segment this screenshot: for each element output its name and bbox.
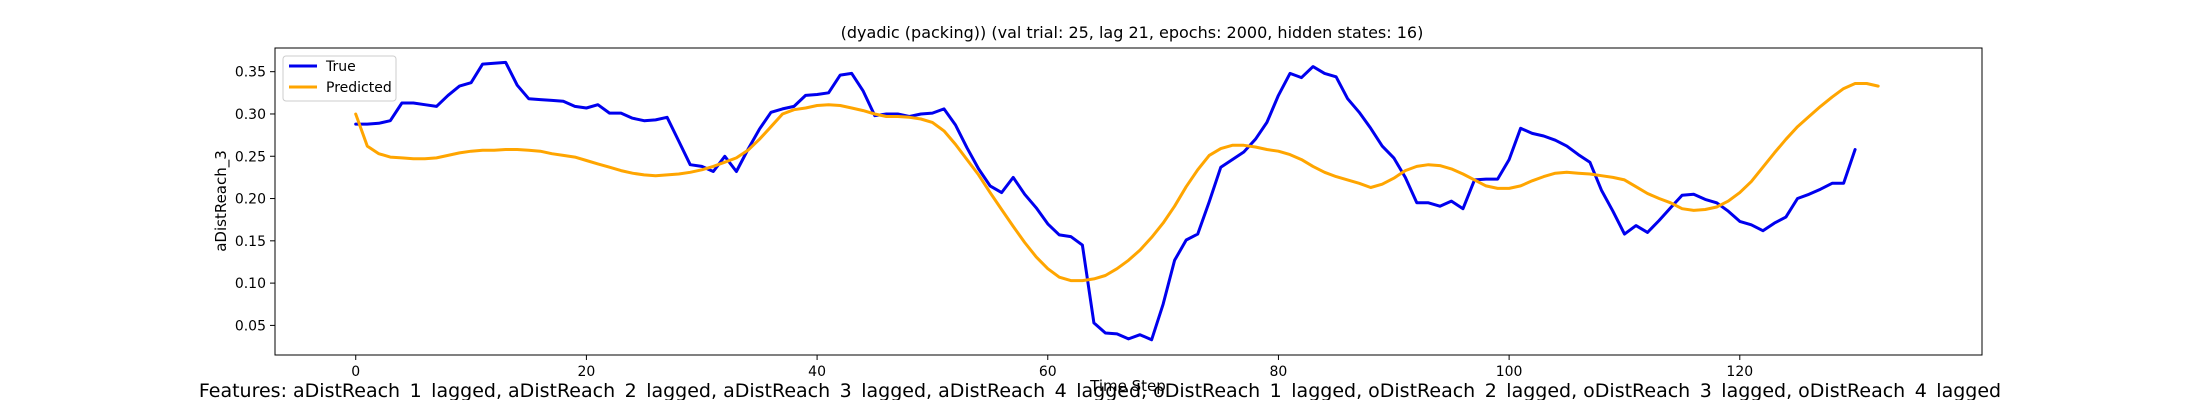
x-tick-label: 60	[1039, 364, 1057, 380]
series-lines	[354, 60, 1880, 342]
y-tick-label: 0.10	[235, 276, 266, 292]
series-line-predicted	[354, 82, 1880, 283]
plot-frame	[274, 47, 1983, 356]
x-tick-label: 0	[351, 364, 360, 380]
x-tick-label: 100	[1496, 364, 1523, 380]
x-axis-label: Time Step	[1089, 377, 1166, 395]
y-axis: 0.05 0.10 0.15 0.20 0.25 0.30 0.35	[235, 65, 275, 334]
y-tick-label: 0.35	[235, 65, 266, 81]
x-tick-label: 80	[1270, 364, 1288, 380]
legend: True Predicted	[282, 55, 397, 102]
features-caption: Features: aDistReach_1_lagged, aDistReac…	[199, 380, 2001, 400]
series-line-true	[354, 60, 1857, 342]
x-tick-label: 20	[577, 364, 595, 380]
x-tick-label: 120	[1726, 364, 1753, 380]
y-tick-label: 0.05	[235, 318, 266, 334]
y-tick-label: 0.15	[235, 234, 266, 250]
legend-label-predicted: Predicted	[326, 80, 392, 96]
x-tick-label: 40	[808, 364, 826, 380]
y-tick-label: 0.25	[235, 149, 266, 165]
y-tick-label: 0.30	[235, 107, 266, 123]
x-axis: 0 20 40 60 80 100 120	[351, 355, 1753, 380]
y-tick-label: 0.20	[235, 192, 266, 208]
chart-title: (dyadic (packing)) (val trial: 25, lag 2…	[841, 23, 1424, 42]
legend-label-true: True	[325, 59, 356, 75]
plot-area: 0 20 40 60 80 100 120 0.05 0.10 0.15 0.20 0.25 0.30…	[235, 47, 1983, 380]
y-axis-label: aDistReach_3	[212, 150, 231, 252]
